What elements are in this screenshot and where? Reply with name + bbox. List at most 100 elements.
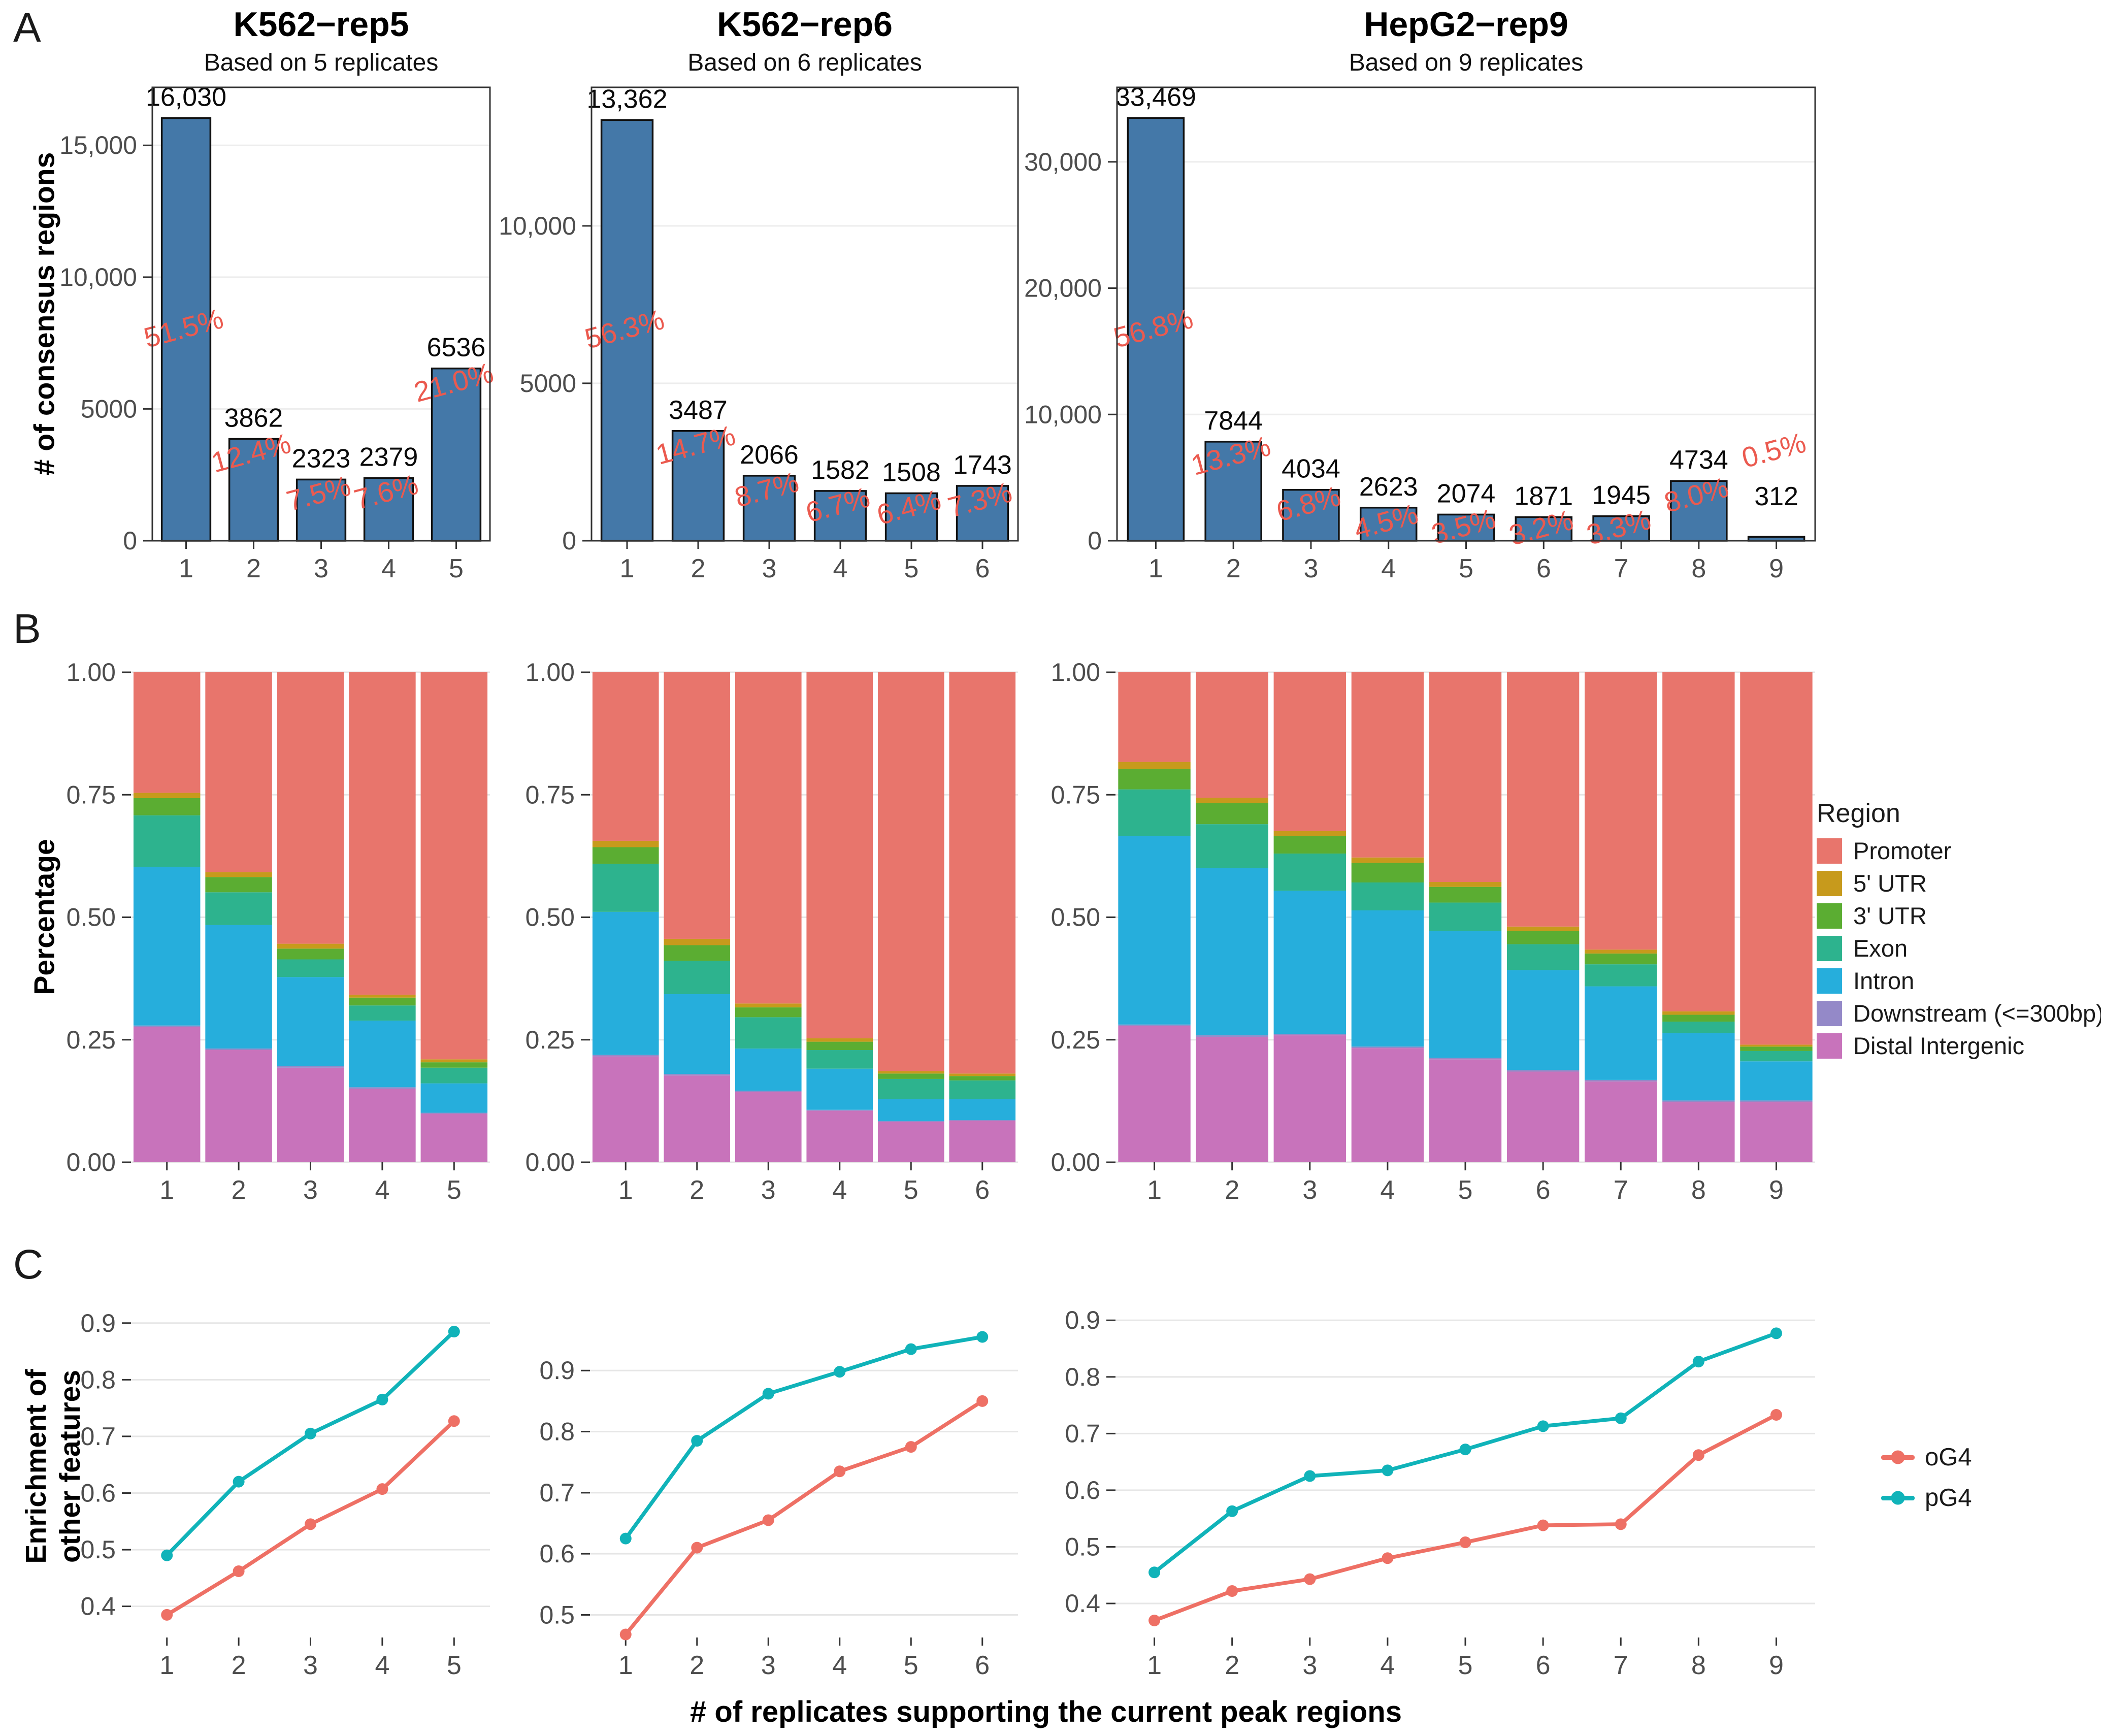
svg-text:3: 3 bbox=[761, 1175, 776, 1205]
svg-text:0.75: 0.75 bbox=[67, 780, 116, 809]
svg-text:3: 3 bbox=[314, 554, 329, 583]
svg-text:1945: 1945 bbox=[1592, 481, 1651, 510]
pg4-line-icon bbox=[1881, 1491, 1915, 1505]
svg-text:0.5: 0.5 bbox=[80, 1535, 116, 1564]
svg-text:10,000: 10,000 bbox=[499, 212, 576, 240]
svg-text:3: 3 bbox=[303, 1175, 318, 1205]
svg-text:2: 2 bbox=[691, 554, 706, 583]
svg-text:9: 9 bbox=[1769, 554, 1784, 583]
svg-text:0.8: 0.8 bbox=[80, 1365, 116, 1394]
utr3-swatch-icon bbox=[1817, 903, 1842, 929]
svg-text:0.6: 0.6 bbox=[539, 1540, 575, 1568]
panel-c-label: C bbox=[13, 1241, 44, 1288]
legend-item-distal-intergenic: Distal Intergenic bbox=[1817, 1032, 2101, 1060]
svg-text:1.00: 1.00 bbox=[67, 658, 116, 686]
svg-text:2066: 2066 bbox=[740, 440, 799, 470]
svg-text:6: 6 bbox=[975, 1175, 990, 1205]
svg-text:1: 1 bbox=[1147, 1175, 1162, 1205]
chart-subtitle-k562-rep5: Based on 5 replicates bbox=[204, 49, 439, 76]
svg-text:9: 9 bbox=[1769, 1175, 1784, 1205]
svg-text:3.5%: 3.5% bbox=[1428, 502, 1499, 550]
svg-text:3487: 3487 bbox=[669, 396, 728, 425]
svg-text:0: 0 bbox=[1088, 527, 1102, 555]
svg-text:3: 3 bbox=[762, 554, 777, 583]
utr5-swatch-icon bbox=[1817, 870, 1842, 896]
svg-text:0: 0 bbox=[562, 527, 576, 555]
distal-intergenic-swatch-icon bbox=[1817, 1033, 1842, 1059]
svg-text:2: 2 bbox=[246, 554, 261, 583]
svg-text:1: 1 bbox=[159, 1651, 174, 1680]
chart-title-k562-rep6: K562−rep6 bbox=[717, 5, 893, 44]
svg-text:13,362: 13,362 bbox=[586, 84, 667, 114]
svg-text:2: 2 bbox=[1225, 1651, 1239, 1680]
legend-item-og4: oG4 bbox=[1881, 1443, 1972, 1471]
svg-text:8: 8 bbox=[1691, 554, 1706, 583]
svg-text:6: 6 bbox=[975, 1651, 990, 1680]
svg-text:6: 6 bbox=[975, 554, 990, 583]
svg-text:4: 4 bbox=[375, 1651, 389, 1680]
svg-text:2: 2 bbox=[690, 1651, 704, 1680]
svg-text:0: 0 bbox=[123, 527, 137, 555]
svg-text:0.25: 0.25 bbox=[1051, 1026, 1100, 1054]
panel-b-label: B bbox=[13, 606, 41, 652]
legend-label-pg4: pG4 bbox=[1925, 1484, 1972, 1512]
chart-b2: 0.00 0.25 0.50 0.75 1.00 1 2 3 4 5 6 bbox=[526, 658, 1018, 1205]
svg-text:8: 8 bbox=[1691, 1175, 1706, 1205]
svg-text:2379: 2379 bbox=[359, 442, 418, 472]
svg-text:1743: 1743 bbox=[953, 450, 1012, 480]
svg-text:2: 2 bbox=[1225, 1175, 1239, 1205]
svg-text:6: 6 bbox=[1536, 554, 1551, 583]
svg-text:3862: 3862 bbox=[224, 403, 283, 433]
svg-text:20,000: 20,000 bbox=[1024, 274, 1102, 303]
svg-text:7844: 7844 bbox=[1204, 406, 1263, 436]
svg-text:15,000: 15,000 bbox=[59, 131, 137, 159]
og4-dot-icon bbox=[1891, 1450, 1905, 1464]
svg-text:3: 3 bbox=[1302, 1175, 1317, 1205]
svg-text:1.00: 1.00 bbox=[1051, 658, 1100, 686]
chart-c1: 0.4 0.5 0.6 0.7 0.8 0.9 1 2 3 4 5 bbox=[80, 1309, 490, 1680]
chart-b3: 0.00 0.25 0.50 0.75 1.00 1 2 3 4 5 6 7 8 9 bbox=[1051, 658, 1815, 1205]
svg-text:3: 3 bbox=[1302, 1651, 1317, 1680]
chart-subtitle-hepg2-rep9: Based on 9 replicates bbox=[1349, 49, 1584, 76]
svg-text:6: 6 bbox=[1536, 1651, 1551, 1680]
chart-title-k562-rep5: K562−rep5 bbox=[233, 5, 409, 44]
svg-text:4: 4 bbox=[832, 1175, 847, 1205]
chart-subtitle-k562-rep6: Based on 6 replicates bbox=[687, 49, 922, 76]
intron-swatch-icon bbox=[1817, 968, 1842, 994]
svg-text:0.00: 0.00 bbox=[526, 1148, 575, 1176]
svg-text:2: 2 bbox=[232, 1175, 246, 1205]
svg-text:3: 3 bbox=[1303, 554, 1318, 583]
svg-text:3.3%: 3.3% bbox=[1583, 503, 1654, 551]
svg-text:4734: 4734 bbox=[1669, 445, 1728, 475]
svg-text:9: 9 bbox=[1769, 1651, 1784, 1680]
svg-text:10,000: 10,000 bbox=[1024, 400, 1102, 429]
svg-text:0.5%: 0.5% bbox=[1738, 426, 1810, 474]
svg-text:5: 5 bbox=[904, 554, 919, 583]
legend-item-5utr: 5' UTR bbox=[1817, 869, 2101, 897]
svg-text:1871: 1871 bbox=[1514, 481, 1573, 511]
svg-text:2: 2 bbox=[1226, 554, 1241, 583]
svg-text:7: 7 bbox=[1614, 554, 1629, 583]
svg-text:1: 1 bbox=[618, 1651, 633, 1680]
svg-text:0.5: 0.5 bbox=[1065, 1532, 1100, 1561]
svg-text:6: 6 bbox=[1536, 1175, 1551, 1205]
svg-text:0.4: 0.4 bbox=[1065, 1589, 1100, 1618]
svg-text:0.50: 0.50 bbox=[526, 903, 575, 932]
legend-item-downstream: Downstream (<=300bp) bbox=[1817, 999, 2101, 1027]
svg-text:0.75: 0.75 bbox=[1051, 780, 1100, 809]
svg-text:5: 5 bbox=[1459, 554, 1473, 583]
og4-line-icon bbox=[1881, 1450, 1915, 1464]
svg-text:1: 1 bbox=[618, 1175, 633, 1205]
svg-text:1.00: 1.00 bbox=[526, 658, 575, 686]
legend-item-intron: Intron bbox=[1817, 967, 2101, 995]
svg-text:0.50: 0.50 bbox=[1051, 903, 1100, 932]
pg4-dot-icon bbox=[1891, 1491, 1905, 1505]
svg-text:1: 1 bbox=[179, 554, 193, 583]
x-axis-title-shared: # of replicates supporting the current p… bbox=[690, 1695, 1402, 1728]
svg-text:1: 1 bbox=[1147, 1651, 1162, 1680]
g4-legend: oG4 pG4 bbox=[1881, 1443, 1972, 1524]
svg-text:4: 4 bbox=[833, 554, 848, 583]
svg-text:7: 7 bbox=[1614, 1175, 1628, 1205]
svg-text:0.9: 0.9 bbox=[539, 1356, 575, 1385]
